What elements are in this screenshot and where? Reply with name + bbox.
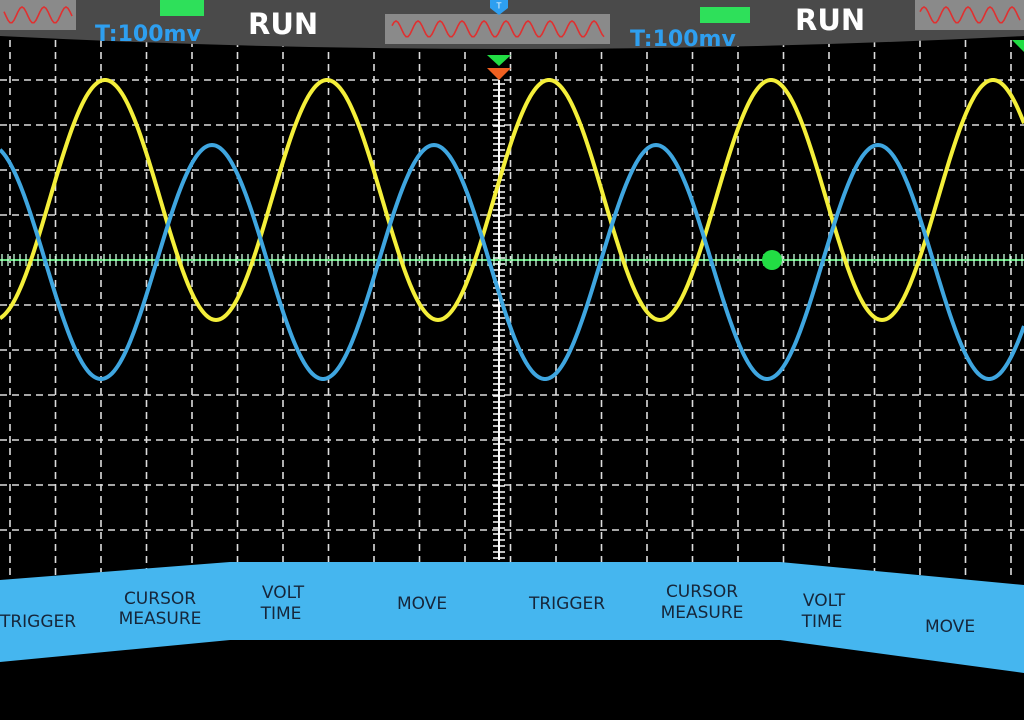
trigger-marker-label: T: [496, 2, 502, 11]
button-label[interactable]: TIME: [260, 604, 302, 624]
button-label[interactable]: MOVE: [397, 594, 447, 614]
run-status: RUN: [795, 3, 865, 37]
button-label[interactable]: VOLT: [803, 591, 846, 611]
trigger-level: T:100mv: [630, 27, 736, 52]
channel-marker: [1012, 40, 1024, 52]
trigger-point: [762, 250, 782, 270]
button-label[interactable]: MOVE: [925, 617, 975, 637]
channel-marker: [487, 68, 511, 80]
battery: [700, 7, 750, 23]
battery: [160, 0, 204, 16]
thumbnail-wave: [919, 6, 1021, 24]
button-bar: [0, 562, 1024, 673]
thumbnail-wave: [391, 20, 605, 38]
thumbnail-wave: [3, 6, 73, 24]
button-label[interactable]: MEASURE: [119, 609, 202, 629]
thumbnail-waves: [3, 6, 1021, 38]
wave-thumbnail: [915, 0, 1024, 30]
button-label[interactable]: TRIGGER: [0, 612, 76, 632]
button-label[interactable]: MEASURE: [661, 603, 744, 623]
blue-waveform: [0, 142, 1024, 381]
button-label[interactable]: TRIGGER: [528, 594, 605, 614]
channel-marker: [487, 55, 511, 66]
waveforms: [0, 78, 1024, 381]
yellow-waveform: [0, 78, 1024, 323]
button-label[interactable]: TIME: [801, 612, 843, 632]
button-label[interactable]: VOLT: [262, 583, 305, 603]
wave-thumbnail: [385, 14, 610, 44]
trigger-level: T:100mv: [95, 22, 201, 47]
run-status: RUN: [248, 7, 318, 41]
trigger-marker: [490, 0, 508, 15]
button-label[interactable]: CURSOR: [666, 582, 738, 602]
button-label[interactable]: CURSOR: [124, 589, 196, 609]
